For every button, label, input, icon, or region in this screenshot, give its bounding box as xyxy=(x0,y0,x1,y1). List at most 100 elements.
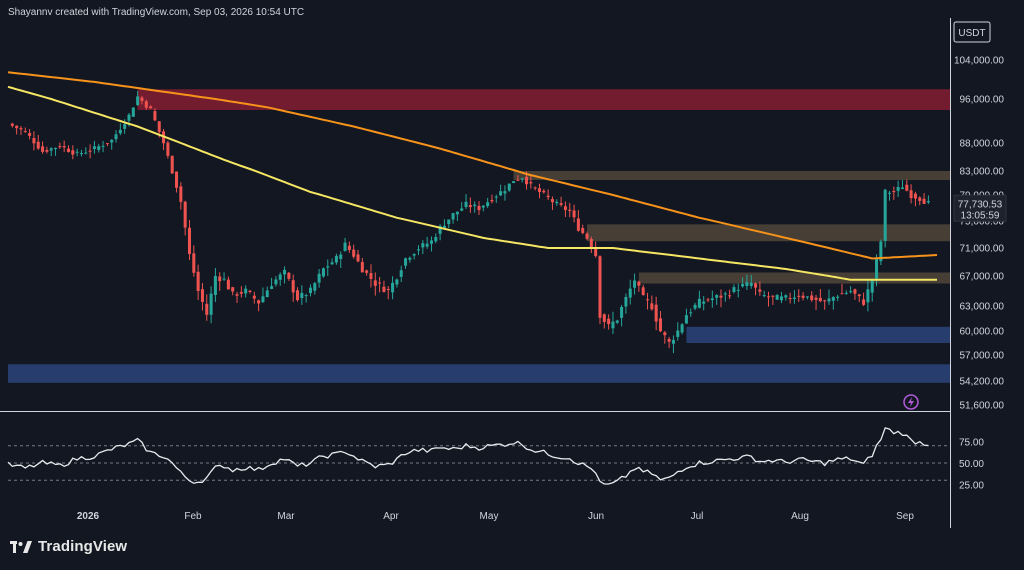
candle-body xyxy=(114,134,118,140)
candle-body xyxy=(54,147,58,150)
candle-body xyxy=(391,282,395,293)
candle-body xyxy=(386,288,390,291)
time-tick-label: Aug xyxy=(791,511,809,522)
candle-body xyxy=(261,296,265,303)
candle-body xyxy=(624,296,628,307)
candle-body xyxy=(62,146,66,148)
bar-countdown: 13:05:59 xyxy=(961,210,1000,221)
candle-body xyxy=(550,199,554,203)
candle-body xyxy=(131,107,135,117)
candle-body xyxy=(529,182,533,184)
candle-body xyxy=(304,295,308,297)
candle-body xyxy=(883,189,887,241)
candle-body xyxy=(408,257,412,260)
candle-body xyxy=(581,227,585,234)
candle-body xyxy=(79,153,83,155)
candle-body xyxy=(412,254,416,256)
candle-body xyxy=(481,205,485,208)
candle-body xyxy=(187,227,191,254)
price-tick-label: 71,000.00 xyxy=(960,244,1005,255)
tradingview-wordmark: TradingView xyxy=(38,538,128,555)
candle-body xyxy=(32,138,36,144)
lightning-icon xyxy=(903,394,919,410)
candle-body xyxy=(840,293,844,295)
candle-body xyxy=(222,278,226,280)
candle-body xyxy=(594,247,598,257)
candle-body xyxy=(97,146,101,150)
chart-canvas[interactable]: USDT 104,000.00 96,000.00 88,000.00 83,000.0… xyxy=(0,0,1024,528)
candle-body xyxy=(689,312,693,314)
candle-body xyxy=(896,186,900,191)
candle-body xyxy=(516,179,520,181)
candle-body xyxy=(183,201,187,228)
candle-body xyxy=(853,289,857,294)
time-tick-label: Apr xyxy=(383,511,399,522)
candle-body xyxy=(15,125,19,129)
candle-body xyxy=(382,286,386,292)
candle-body xyxy=(300,292,304,299)
candle-body xyxy=(23,131,27,133)
time-tick-label: May xyxy=(480,511,499,522)
candle-body xyxy=(844,292,848,294)
candle-body xyxy=(909,190,913,199)
price-tick-label: 96,000.00 xyxy=(960,95,1005,106)
last-price-value: 77,730.53 xyxy=(958,199,1003,210)
time-tick-label: Sep xyxy=(896,511,914,522)
candle-body xyxy=(41,146,45,152)
last-price-box xyxy=(953,194,1007,222)
lightning-icon-ring xyxy=(903,394,919,410)
candle-body xyxy=(745,282,749,286)
candle-body xyxy=(425,243,429,247)
candle-body xyxy=(378,282,382,284)
candle-body xyxy=(313,283,317,291)
time-tick-label: Jul xyxy=(691,511,704,522)
candle-body xyxy=(650,303,654,310)
candle-body xyxy=(88,150,92,152)
candle-body xyxy=(179,186,183,202)
candle-body xyxy=(576,218,580,231)
candle-body xyxy=(615,320,619,323)
candle-body xyxy=(486,202,490,207)
candle-body xyxy=(278,274,282,280)
price-tick-label: 88,000.00 xyxy=(960,139,1005,150)
candle-body xyxy=(568,209,572,211)
candle-body xyxy=(512,181,516,184)
candle-body xyxy=(633,280,637,288)
candle-body xyxy=(637,281,641,286)
candle-body xyxy=(235,294,239,296)
candle-body xyxy=(771,295,775,297)
zone-flip-3 xyxy=(638,272,950,284)
ema-orange-line xyxy=(7,71,938,260)
candle-body xyxy=(870,280,874,293)
rsi-tick-label: 25.00 xyxy=(959,481,984,492)
candle-body xyxy=(589,238,593,249)
candle-body xyxy=(563,206,567,211)
price-tick-label: 67,000.00 xyxy=(960,272,1005,283)
chart-credit: Shayannv created with TradingView.com, S… xyxy=(8,7,305,18)
candle-body xyxy=(823,300,827,302)
price-tick-label: 57,000.00 xyxy=(960,351,1005,362)
candle-body xyxy=(611,321,615,329)
candle-body xyxy=(257,300,261,304)
zone-demand-4 xyxy=(686,326,950,343)
candle-body xyxy=(572,210,576,218)
candle-body xyxy=(736,289,740,291)
candle-body xyxy=(36,141,40,149)
candle-body xyxy=(602,314,606,322)
candle-body xyxy=(663,332,667,336)
candle-body xyxy=(149,106,153,109)
candle-body xyxy=(477,205,481,211)
candle-body xyxy=(814,297,818,300)
candle-body xyxy=(127,114,131,121)
candle-body xyxy=(788,298,792,300)
candle-body xyxy=(857,294,861,297)
candle-body xyxy=(779,296,783,301)
candle-body xyxy=(200,289,204,302)
time-tick-label: Feb xyxy=(184,511,202,522)
candle-body xyxy=(728,295,732,297)
tradingview-logo[interactable]: TradingView xyxy=(10,538,127,555)
candle-body xyxy=(887,192,892,194)
rsi-line xyxy=(7,427,929,485)
chart-background xyxy=(0,0,1024,528)
candle-body xyxy=(741,284,745,287)
